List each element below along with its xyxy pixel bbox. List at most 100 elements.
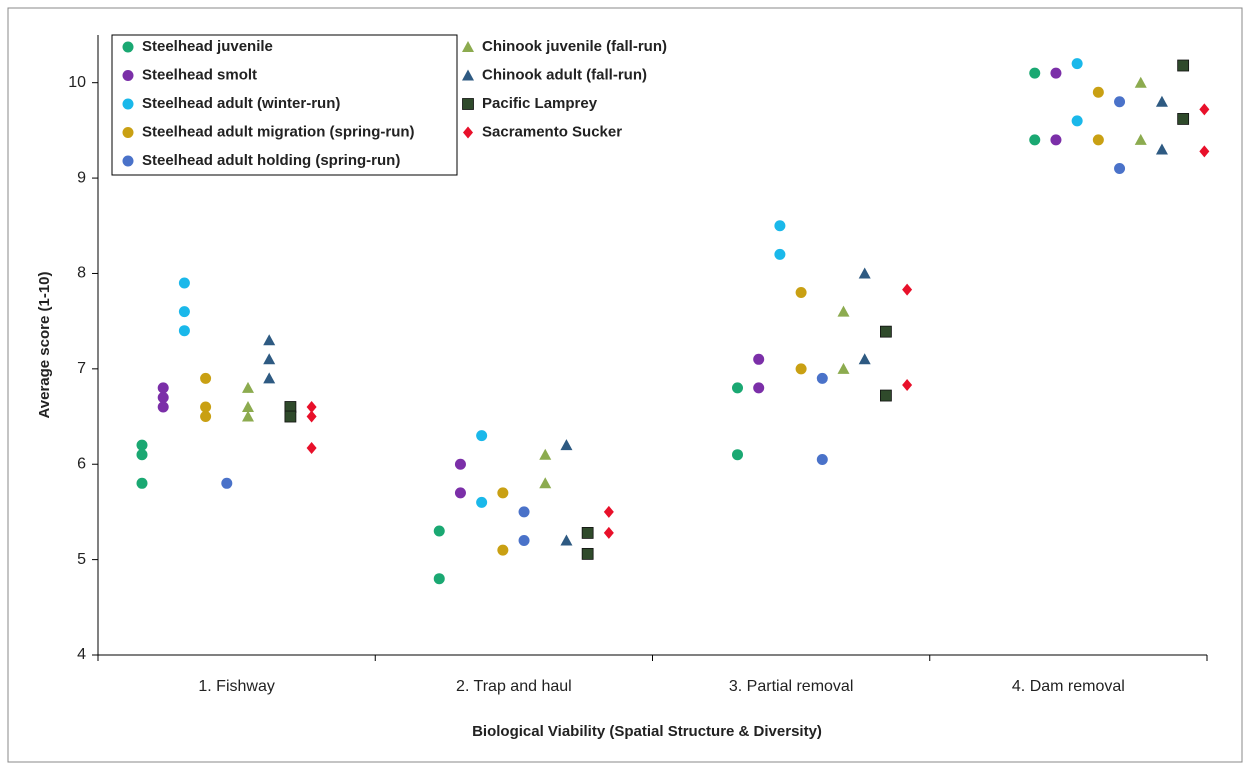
marker [263, 372, 276, 384]
marker [753, 382, 765, 394]
marker [732, 382, 743, 394]
marker [1050, 67, 1062, 79]
marker [122, 41, 134, 53]
marker [462, 69, 474, 81]
marker [122, 155, 134, 167]
marker [603, 505, 614, 518]
marker [122, 98, 134, 110]
marker [463, 126, 473, 139]
marker [157, 391, 169, 403]
marker [178, 306, 190, 318]
marker [858, 267, 871, 279]
marker [880, 389, 892, 402]
marker [263, 353, 276, 365]
marker [497, 487, 509, 499]
marker [1199, 103, 1210, 116]
marker [454, 487, 466, 499]
marker [774, 248, 786, 260]
marker [774, 220, 786, 232]
legend-label: Steelhead juvenile [142, 38, 273, 55]
marker [306, 401, 317, 413]
y-tick-label: 6 [77, 455, 86, 472]
marker [837, 362, 850, 374]
marker [603, 526, 614, 539]
marker [1092, 134, 1104, 146]
marker [122, 70, 134, 81]
y-axis-label: Average score (1-10) [36, 271, 53, 418]
y-tick-label: 4 [77, 646, 86, 663]
marker [306, 410, 317, 423]
marker [200, 372, 212, 384]
legend-label: Steelhead adult holding (spring-run) [142, 152, 400, 169]
marker [518, 535, 530, 547]
marker [200, 401, 212, 413]
y-tick-label: 9 [77, 169, 86, 186]
marker [1134, 133, 1147, 145]
marker [816, 453, 828, 465]
marker [1071, 115, 1083, 127]
y-tick-label: 8 [77, 265, 86, 282]
marker [1071, 58, 1083, 70]
marker [178, 277, 190, 289]
marker [433, 525, 445, 537]
marker [1114, 96, 1126, 108]
marker [476, 496, 488, 508]
y-tick-label: 7 [77, 360, 86, 377]
marker [462, 98, 474, 110]
marker [497, 544, 509, 556]
marker [1029, 67, 1041, 79]
y-tick-label: 5 [77, 551, 86, 568]
marker [539, 448, 552, 460]
legend-label: Pacific Lamprey [482, 95, 598, 112]
marker [581, 527, 594, 539]
marker [902, 379, 913, 392]
legend-label: Steelhead adult migration (spring-run) [142, 123, 415, 140]
marker [284, 410, 297, 423]
marker [462, 41, 474, 52]
marker [1199, 145, 1210, 158]
legend-label: Steelhead adult (winter-run) [142, 95, 340, 112]
legend-box [111, 34, 458, 176]
marker [157, 382, 169, 394]
marker [122, 127, 134, 138]
marker [1155, 95, 1168, 107]
marker [816, 372, 828, 384]
marker [902, 283, 913, 296]
marker [581, 547, 594, 560]
marker [1092, 86, 1104, 98]
marker [1050, 134, 1062, 146]
marker [858, 353, 871, 365]
marker [753, 353, 765, 365]
x-tick-label: 1. Fishway [198, 678, 274, 695]
x-tick-label: 2. Trap and haul [456, 678, 572, 695]
marker [136, 449, 148, 461]
marker [476, 430, 488, 442]
marker [880, 325, 892, 338]
marker [178, 325, 190, 337]
marker [157, 401, 169, 413]
marker [242, 381, 254, 393]
marker [136, 477, 148, 489]
marker [795, 287, 807, 299]
marker [1177, 113, 1190, 125]
frame [7, 7, 1243, 763]
x-tick-label: 4. Dam removal [1012, 678, 1125, 695]
marker [837, 305, 850, 317]
x-axis-label: Biological Viability (Spatial Structure … [472, 723, 822, 740]
marker [732, 449, 743, 461]
marker [1134, 76, 1147, 88]
marker [136, 439, 148, 451]
y-tick-label: 10 [68, 74, 86, 91]
marker [242, 401, 254, 412]
marker [306, 442, 317, 455]
marker [1029, 134, 1041, 146]
marker [560, 439, 573, 451]
marker [539, 477, 552, 489]
marker [795, 363, 807, 375]
legend-label: Sacramento Sucker [482, 123, 622, 140]
marker [433, 573, 445, 585]
marker [560, 534, 573, 546]
marker [518, 506, 530, 518]
